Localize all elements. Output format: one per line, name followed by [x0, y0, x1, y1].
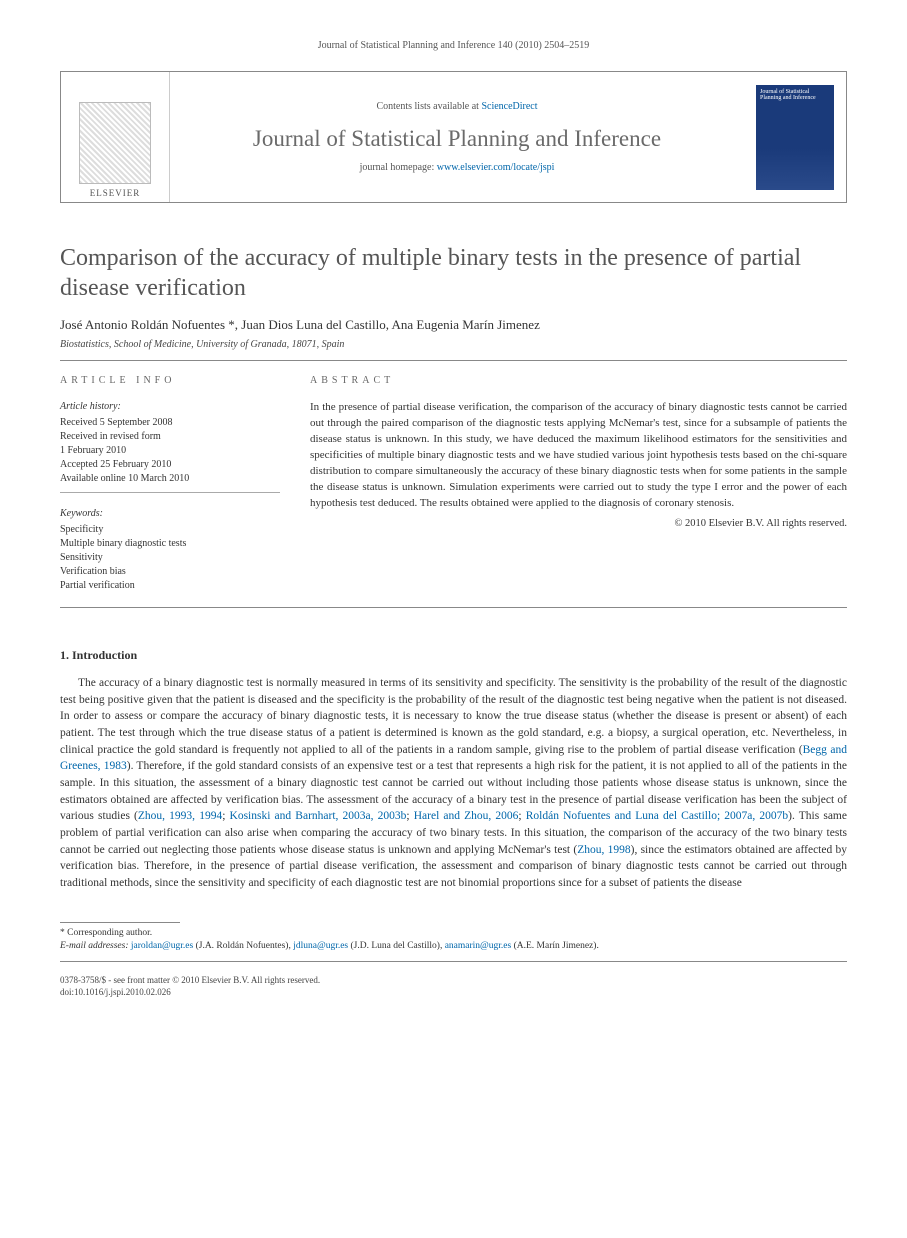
footnote-rule	[60, 922, 180, 923]
email-link[interactable]: jdluna@ugr.es	[293, 941, 348, 951]
journal-cover-icon: Journal of Statistical Planning and Infe…	[756, 85, 834, 190]
sciencedirect-link[interactable]: ScienceDirect	[481, 101, 537, 112]
keyword-item: Partial verification	[60, 579, 280, 593]
email-name: (J.A. Roldán Nofuentes),	[193, 941, 293, 951]
contents-prefix: Contents lists available at	[376, 101, 481, 112]
email-name: (A.E. Marín Jimenez).	[511, 941, 599, 951]
publisher-logo-block: ELSEVIER	[61, 72, 170, 202]
keyword-item: Sensitivity	[60, 551, 280, 565]
email-link[interactable]: jaroldan@ugr.es	[131, 941, 193, 951]
article-info-column: ARTICLE INFO Article history: Received 5…	[60, 375, 280, 593]
rule-top	[60, 360, 847, 361]
abstract-text: In the presence of partial disease verif…	[310, 400, 847, 512]
history-block: Article history: Received 5 September 20…	[60, 400, 280, 493]
homepage-line: journal homepage: www.elsevier.com/locat…	[360, 162, 555, 173]
keyword-item: Specificity	[60, 523, 280, 537]
masthead: ELSEVIER Contents lists available at Sci…	[60, 71, 847, 203]
email-name: (J.D. Luna del Castillo),	[348, 941, 445, 951]
citation-link[interactable]: Zhou, 1998	[577, 844, 630, 856]
citation-link[interactable]: Harel and Zhou, 2006	[414, 810, 519, 822]
journal-name: Journal of Statistical Planning and Infe…	[253, 126, 661, 152]
emails-label: E-mail addresses:	[60, 941, 131, 951]
history-received: Received 5 September 2008	[60, 416, 280, 430]
citation-link[interactable]: Roldán Nofuentes and Luna del Castillo; …	[526, 810, 788, 822]
rule-bottom	[60, 961, 847, 962]
page-container: Journal of Statistical Planning and Infe…	[0, 0, 907, 1039]
keywords-head: Keywords:	[60, 507, 280, 521]
rule-mid	[60, 607, 847, 608]
article-info-label: ARTICLE INFO	[60, 375, 280, 386]
cite-sep: ;	[406, 810, 413, 822]
intro-paragraph: The accuracy of a binary diagnostic test…	[60, 675, 847, 892]
doi-line: doi:10.1016/j.jspi.2010.02.026	[60, 986, 847, 998]
keyword-item: Verification bias	[60, 565, 280, 579]
keywords-block: Keywords: Specificity Multiple binary di…	[60, 507, 280, 593]
citation-link[interactable]: Zhou, 1993, 1994	[138, 810, 222, 822]
homepage-prefix: journal homepage:	[360, 162, 437, 173]
section-1-title: 1. Introduction	[60, 648, 847, 663]
running-header: Journal of Statistical Planning and Infe…	[60, 40, 847, 51]
keyword-item: Multiple binary diagnostic tests	[60, 537, 280, 551]
footnote-block: * Corresponding author. E-mail addresses…	[60, 927, 847, 954]
info-abstract-row: ARTICLE INFO Article history: Received 5…	[60, 375, 847, 593]
authors-line: José Antonio Roldán Nofuentes *, Juan Di…	[60, 317, 847, 333]
cover-thumb-block: Journal of Statistical Planning and Infe…	[744, 72, 846, 202]
cite-sep: ;	[222, 810, 229, 822]
homepage-link[interactable]: www.elsevier.com/locate/jspi	[437, 162, 555, 173]
emails-line: E-mail addresses: jaroldan@ugr.es (J.A. …	[60, 940, 847, 953]
cite-sep: ;	[518, 810, 525, 822]
history-revised: Received in revised form	[60, 430, 280, 444]
issn-line: 0378-3758/$ - see front matter © 2010 El…	[60, 974, 847, 986]
history-revised-date: 1 February 2010	[60, 444, 280, 458]
copyright-line: © 2010 Elsevier B.V. All rights reserved…	[310, 518, 847, 529]
citation-link[interactable]: Kosinski and Barnhart, 2003a, 2003b	[230, 810, 407, 822]
elsevier-tree-icon	[79, 102, 151, 184]
article-title: Comparison of the accuracy of multiple b…	[60, 243, 847, 303]
publisher-label: ELSEVIER	[90, 188, 141, 198]
history-head: Article history:	[60, 400, 280, 414]
affiliation: Biostatistics, School of Medicine, Unive…	[60, 339, 847, 350]
masthead-center: Contents lists available at ScienceDirec…	[170, 72, 744, 202]
email-link[interactable]: anamarin@ugr.es	[445, 941, 512, 951]
contents-available-line: Contents lists available at ScienceDirec…	[376, 101, 537, 112]
corresponding-author-note: * Corresponding author.	[60, 927, 847, 940]
abstract-column: ABSTRACT In the presence of partial dise…	[310, 375, 847, 593]
intro-text-1: The accuracy of a binary diagnostic test…	[60, 677, 847, 756]
bottom-meta: 0378-3758/$ - see front matter © 2010 El…	[60, 974, 847, 998]
cover-caption: Journal of Statistical Planning and Infe…	[760, 89, 830, 102]
history-online: Available online 10 March 2010	[60, 472, 280, 486]
history-accepted: Accepted 25 February 2010	[60, 458, 280, 472]
abstract-label: ABSTRACT	[310, 375, 847, 386]
